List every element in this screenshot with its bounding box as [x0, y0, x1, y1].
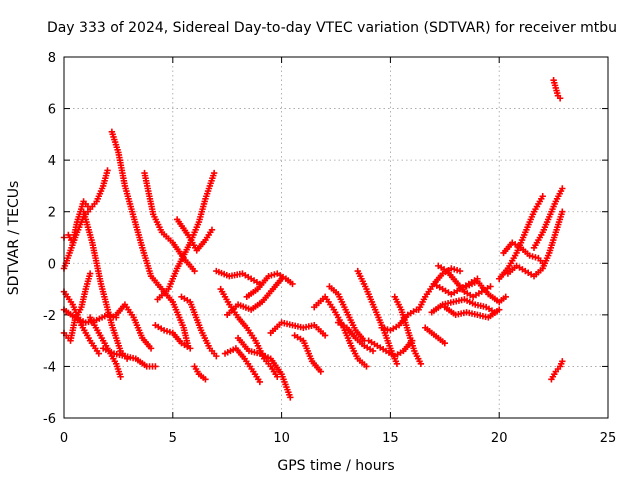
data-series-arc-38: [463, 278, 509, 306]
y-tick-label: -6: [43, 412, 56, 427]
data-series-arc-21: [243, 270, 296, 301]
data-series-arc-26: [326, 283, 368, 344]
x-tick-label: 5: [169, 431, 177, 446]
data-series-arc-44: [548, 358, 566, 383]
data-points: [60, 77, 566, 401]
data-series-arc-20: [234, 334, 294, 401]
data-series-arc-15: [178, 293, 220, 360]
y-tick-label: -4: [43, 360, 56, 375]
data-series-arc-28: [354, 267, 401, 368]
data-series-arc-16: [191, 363, 209, 383]
x-tick-label: 15: [382, 431, 399, 446]
data-series-arc-12: [152, 321, 194, 352]
data-series-arc-39: [496, 193, 546, 282]
data-series-arc-31: [391, 293, 425, 368]
x-axis-label: GPS time / hours: [277, 458, 394, 474]
data-series-arc-17: [213, 267, 264, 288]
data-series-arc-33: [422, 324, 448, 347]
data-series-arc-23: [267, 319, 329, 339]
data-series-arc-35: [428, 296, 499, 316]
data-series-arc-9: [99, 345, 159, 370]
data-series-arc-6: [80, 208, 131, 362]
data-series-arc-10: [113, 301, 155, 352]
x-tick-label: 25: [600, 431, 617, 446]
y-tick-label: 0: [48, 257, 56, 272]
chart-title: Day 333 of 2024, Sidereal Day-to-day VTE…: [47, 20, 617, 36]
grid: [64, 57, 608, 418]
y-tick-label: 8: [48, 51, 56, 66]
data-series-arc-30: [378, 306, 420, 334]
data-series-arc-14: [154, 169, 218, 303]
data-series-arc-8: [108, 128, 192, 349]
data-series-arc-19: [221, 345, 264, 386]
data-series-arc-11: [141, 169, 198, 275]
plot-frame: [63, 56, 609, 419]
y-tick-label: 4: [48, 154, 56, 169]
data-series-arc-24: [291, 332, 324, 375]
data-series-arc-37: [441, 303, 503, 321]
data-series-arc-36: [435, 262, 494, 301]
data-series-arc-42: [530, 185, 566, 252]
y-tick-label: -2: [43, 309, 56, 324]
data-series-arc-40: [500, 239, 546, 267]
x-tick-label: 0: [60, 431, 68, 446]
data-series-arc-22: [224, 275, 285, 319]
data-series-arc-41: [504, 208, 566, 280]
data-series-arc-18: [217, 285, 281, 380]
axis-ticks: 0 5 10 15 20 25 -6 -4 -2 0 2 4 6 8: [43, 51, 616, 446]
y-tick-label: 6: [48, 103, 56, 118]
y-tick-label: 2: [48, 206, 56, 221]
x-tick-label: 10: [273, 431, 290, 446]
x-tick-label: 20: [491, 431, 508, 446]
data-series-arc-27: [334, 319, 377, 355]
data-series-arc-43: [550, 77, 564, 102]
y-axis-label: SDTVAR / TECUs: [6, 181, 22, 296]
